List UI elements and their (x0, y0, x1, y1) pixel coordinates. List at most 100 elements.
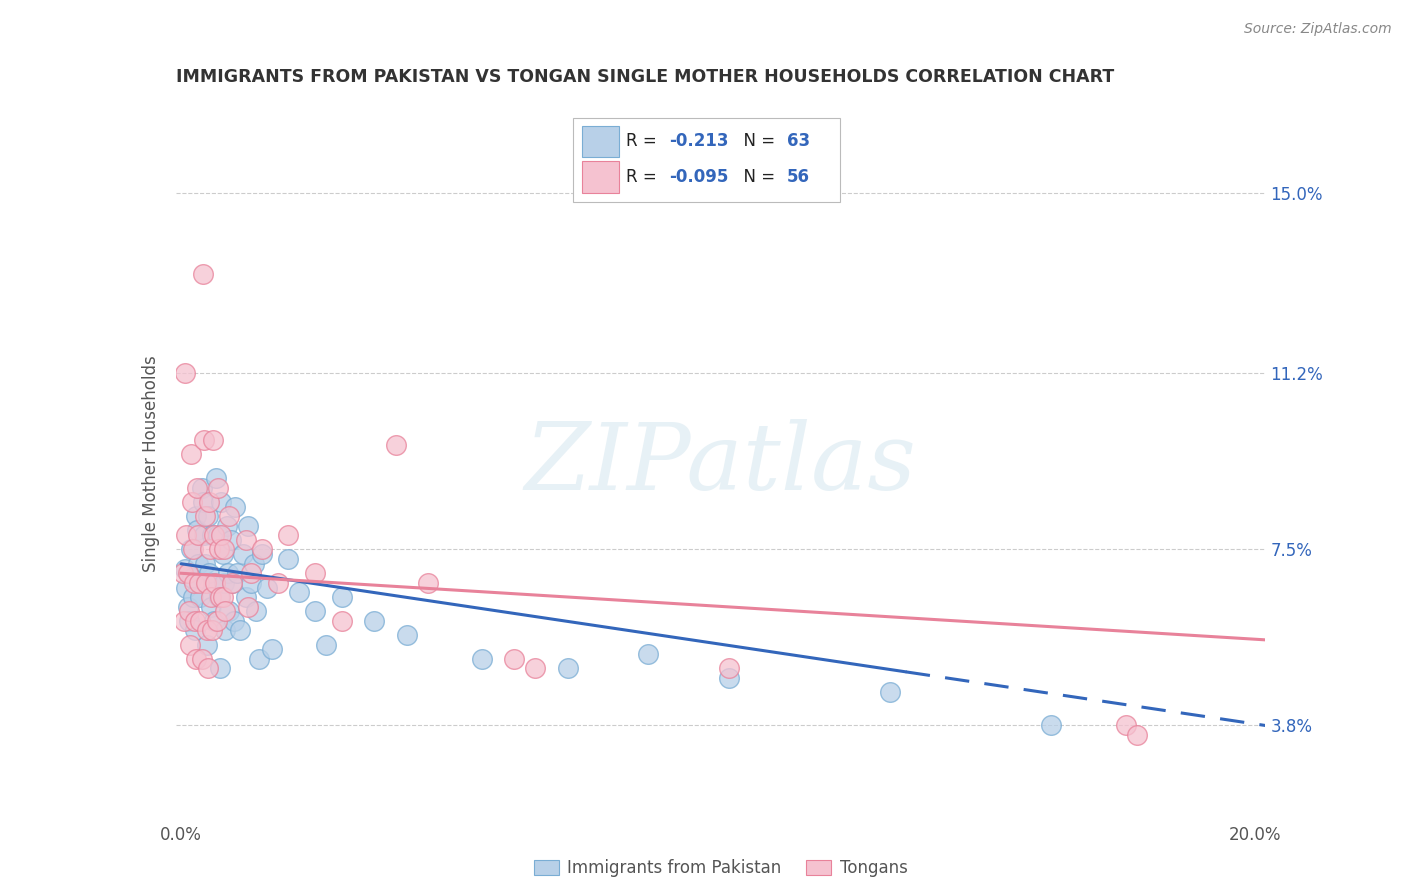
Point (193, 433, 215, 447)
Point (172, 566, 194, 581)
Point (174, 367, 197, 381)
Point (205, 614, 228, 628)
Point (1039, 718, 1062, 732)
Point (181, 542, 204, 557)
Point (191, 495, 214, 509)
Point (186, 481, 208, 495)
Point (717, 661, 740, 675)
Point (197, 661, 219, 675)
Point (557, 661, 579, 675)
Point (277, 528, 299, 542)
Point (503, 652, 526, 666)
Point (524, 661, 547, 675)
Point (176, 528, 198, 542)
Point (637, 647, 659, 661)
Point (330, 614, 353, 628)
Point (176, 581, 198, 595)
Point (288, 585, 311, 599)
Point (188, 590, 211, 604)
Point (215, 518, 238, 533)
Point (235, 590, 257, 604)
Point (207, 528, 229, 542)
Point (212, 542, 235, 557)
Point (202, 528, 225, 542)
Text: Source: ZipAtlas.com: Source: ZipAtlas.com (1244, 22, 1392, 37)
Point (194, 509, 217, 524)
Point (238, 518, 260, 533)
Point (304, 566, 326, 581)
Point (177, 604, 200, 618)
Point (217, 566, 239, 581)
Point (208, 542, 231, 557)
Point (201, 624, 224, 638)
Point (191, 267, 214, 281)
Point (176, 566, 198, 581)
Point (212, 575, 235, 590)
Text: 63: 63 (787, 132, 810, 150)
Point (1115, 718, 1137, 732)
Point (190, 652, 212, 666)
Point (221, 575, 243, 590)
Text: R =: R = (626, 168, 662, 186)
Point (205, 471, 228, 485)
Point (395, 628, 418, 642)
Point (879, 685, 901, 699)
Point (315, 638, 337, 652)
Text: -0.213: -0.213 (669, 132, 728, 150)
Legend: Immigrants from Pakistan, Tongans: Immigrants from Pakistan, Tongans (527, 853, 914, 884)
Point (1125, 728, 1147, 742)
Point (198, 566, 221, 581)
Point (179, 614, 201, 628)
Point (471, 652, 494, 666)
Point (198, 542, 221, 557)
Point (250, 547, 273, 561)
Point (212, 547, 235, 561)
Point (187, 528, 209, 542)
Point (235, 533, 257, 547)
Point (190, 481, 212, 495)
Point (176, 599, 198, 614)
Point (224, 500, 246, 514)
Point (239, 566, 262, 581)
Point (208, 661, 231, 675)
Text: N =: N = (733, 168, 780, 186)
Point (179, 638, 201, 652)
Point (208, 590, 231, 604)
Point (180, 542, 202, 557)
Point (416, 575, 439, 590)
Text: R =: R = (626, 132, 662, 150)
Point (277, 552, 299, 566)
Point (212, 590, 235, 604)
FancyBboxPatch shape (582, 126, 619, 157)
Point (202, 614, 225, 628)
Point (201, 528, 224, 542)
Point (197, 509, 219, 524)
Point (195, 624, 218, 638)
Text: ZIPatlas: ZIPatlas (524, 419, 917, 508)
Point (204, 575, 226, 590)
Point (218, 604, 240, 618)
Point (229, 624, 252, 638)
Text: -0.095: -0.095 (669, 168, 728, 186)
Point (242, 557, 264, 571)
Point (193, 528, 215, 542)
Point (226, 566, 249, 581)
Point (247, 652, 270, 666)
Point (202, 433, 225, 447)
Point (218, 509, 240, 524)
Point (232, 547, 254, 561)
Point (238, 599, 260, 614)
Point (173, 614, 195, 628)
Point (208, 590, 231, 604)
Text: IMMIGRANTS FROM PAKISTAN VS TONGAN SINGLE MOTHER HOUSEHOLDS CORRELATION CHART: IMMIGRANTS FROM PAKISTAN VS TONGAN SINGL… (176, 68, 1114, 86)
Point (174, 561, 197, 575)
Point (195, 638, 218, 652)
Point (200, 590, 222, 604)
Point (239, 575, 262, 590)
Point (219, 533, 242, 547)
Point (183, 624, 205, 638)
Text: N =: N = (733, 132, 780, 150)
Point (198, 495, 221, 509)
Point (180, 447, 202, 461)
FancyBboxPatch shape (574, 118, 841, 202)
